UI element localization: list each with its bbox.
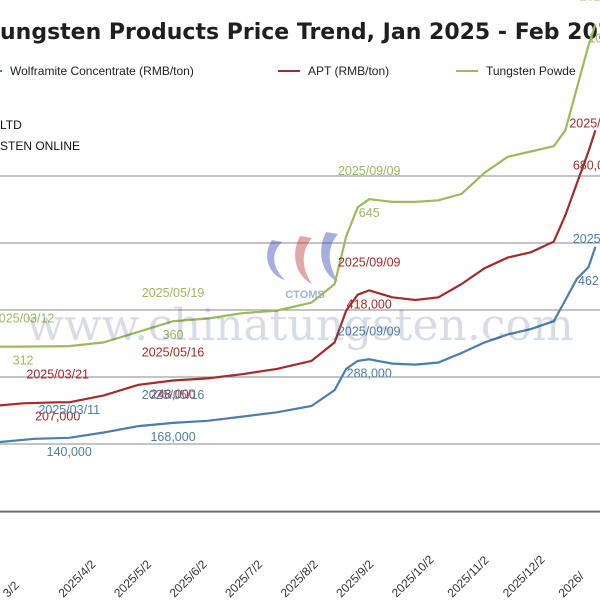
series-line-1 — [0, 129, 597, 407]
x-tick-label: 2025/7/2 — [222, 557, 265, 600]
x-tick-label: 2025/5/2 — [111, 557, 154, 600]
legend-label-apt: APT (RMB/ton) — [308, 64, 390, 78]
logo-swoosh-right — [321, 232, 338, 282]
x-axis: 3/2 2025/4/2 2025/5/2 2025/6/2 2025/7/2 2025/… — [0, 511, 600, 600]
chart-legend: Wolframite Concentrate (RMB/ton) APT (RM… — [0, 64, 600, 84]
annotation-date: 2025/09/09 — [338, 324, 401, 338]
annotation-value: 360 — [163, 328, 184, 342]
watermark-text: www.chinatungsten.com — [26, 300, 574, 351]
legend-swatch-wolframite — [0, 70, 2, 72]
grid-lines — [0, 175, 600, 512]
x-tick-label: 2025/11/2 — [444, 553, 491, 600]
annotation-date: 2025/09/09 — [338, 164, 401, 178]
annotation-value: 10 — [588, 31, 600, 45]
annotation-date: 2025/03/12 — [0, 312, 54, 326]
logo-swoosh-middle — [295, 236, 312, 284]
annotation-value: 462 — [578, 274, 599, 288]
annotation-date: 2025/1 — [569, 117, 600, 131]
series-lines — [0, 23, 597, 444]
annotation-value: 248,000 — [150, 388, 195, 402]
logo-text: CTOMS — [285, 289, 325, 301]
annotation-date: 2025/05/16 — [142, 346, 205, 360]
annotation-value: 645 — [359, 206, 380, 220]
annotation-date: 2025/05/19 — [142, 286, 205, 300]
annotation-value: 288,000 — [347, 366, 392, 380]
x-tick-label: 2025/8/2 — [278, 557, 321, 600]
legend-item-apt: APT (RMB/ton) — [278, 64, 389, 78]
annotation-value: 312 — [13, 354, 34, 368]
annotation-date: 2025/ — [573, 232, 600, 246]
source-line-2: STEN ONLINE — [0, 139, 81, 153]
x-tick-label: 2025/6/2 — [167, 557, 210, 600]
annotation-value: 140,000 — [47, 445, 92, 459]
x-tick-label: 2025/10/2 — [389, 552, 437, 600]
annotation-date: 2025/05/16 — [142, 388, 205, 402]
x-tick-label: 2025/4/2 — [56, 557, 99, 600]
legend-label-wolframite: Wolframite Concentrate (RMB/ton) — [10, 64, 194, 78]
chart-title: ungsten Products Price Trend, Jan 2025 -… — [0, 20, 600, 45]
annotation-value: 680,0 — [573, 159, 600, 173]
watermark-logo-mark: CTOMS — [267, 232, 338, 301]
annotation-date: 2025/03/11 — [38, 403, 100, 417]
x-tick-label: 3/2 — [0, 578, 22, 600]
legend-swatch-tungsten-powder — [456, 70, 478, 72]
legend-item-wolframite: Wolframite Concentrate (RMB/ton) — [0, 64, 194, 78]
watermark-logo: CTOMS — [267, 232, 338, 301]
annotation-date: 2025/03/21 — [26, 367, 89, 381]
legend-item-tungsten-powder: Tungsten Powde — [456, 64, 576, 78]
series-line-2 — [0, 246, 597, 444]
x-tick-label: 2025/12/2 — [500, 552, 548, 600]
annotation-value: 168,000 — [150, 430, 195, 444]
x-tick-label: 2026/ — [556, 569, 588, 600]
annotation-value: 418,000 — [347, 297, 392, 311]
legend-swatch-apt — [278, 70, 300, 72]
series-line-0 — [0, 23, 597, 348]
annotation-value: 207,000 — [35, 409, 80, 423]
annotation-date: 2025/ — [580, 0, 600, 3]
x-tick-label: 2025/9/2 — [333, 557, 376, 600]
legend-label-tungsten-powder: Tungsten Powde — [486, 64, 576, 78]
source-line-1: LTD — [0, 118, 22, 132]
annotations: 2025/03/12 312 2025/05/19 360 2025/09/09 645 2… — [0, 0, 600, 459]
annotation-date: 2025/09/09 — [338, 255, 401, 269]
logo-swoosh-left — [267, 240, 285, 280]
